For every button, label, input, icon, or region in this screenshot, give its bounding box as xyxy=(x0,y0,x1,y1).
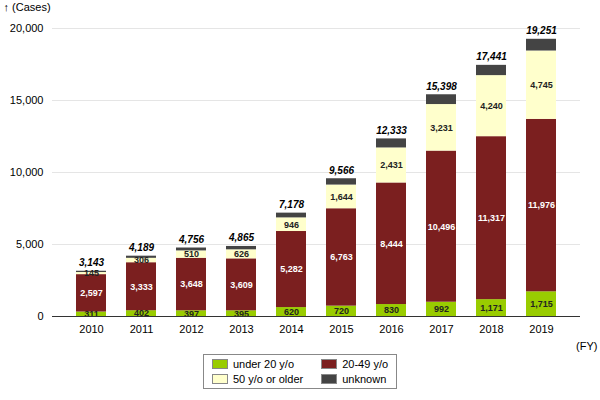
svg-text:992: 992 xyxy=(434,304,449,314)
svg-text:3,333: 3,333 xyxy=(130,282,153,292)
svg-text:626: 626 xyxy=(234,249,249,259)
svg-text:720: 720 xyxy=(334,306,349,316)
svg-text:1,715: 1,715 xyxy=(530,299,553,309)
svg-text:2017: 2017 xyxy=(429,323,453,335)
svg-text:20,000: 20,000 xyxy=(10,22,44,34)
svg-text:4,189: 4,189 xyxy=(128,242,154,253)
svg-text:2014: 2014 xyxy=(279,323,303,335)
svg-text:2011: 2011 xyxy=(130,323,154,335)
svg-text:17,441: 17,441 xyxy=(476,51,507,62)
svg-text:4,240: 4,240 xyxy=(480,101,503,111)
svg-text:11,976: 11,976 xyxy=(528,200,555,210)
svg-text:12,333: 12,333 xyxy=(376,125,407,136)
svg-text:2016: 2016 xyxy=(379,323,403,335)
svg-text:15,398: 15,398 xyxy=(426,81,457,92)
svg-text:397: 397 xyxy=(184,309,199,319)
svg-text:3,231: 3,231 xyxy=(430,123,453,133)
svg-text:4,865: 4,865 xyxy=(228,232,254,243)
svg-text:11,317: 11,317 xyxy=(478,213,505,223)
svg-text:1,171: 1,171 xyxy=(480,303,503,313)
svg-text:8,444: 8,444 xyxy=(380,239,403,249)
svg-text:395: 395 xyxy=(234,309,249,319)
svg-text:145: 145 xyxy=(84,268,99,278)
svg-text:7,178: 7,178 xyxy=(279,199,304,210)
svg-text:2,431: 2,431 xyxy=(380,160,403,170)
svg-text:2012: 2012 xyxy=(179,323,203,335)
svg-text:0: 0 xyxy=(37,310,43,322)
svg-text:620: 620 xyxy=(284,307,299,317)
svg-text:2019: 2019 xyxy=(529,323,553,335)
svg-text:306: 306 xyxy=(134,255,149,265)
svg-text:(FY): (FY) xyxy=(576,340,597,352)
svg-text:946: 946 xyxy=(284,220,299,230)
svg-text:19,251: 19,251 xyxy=(526,25,557,36)
svg-text:↑ (Cases): ↑ (Cases) xyxy=(4,1,51,13)
svg-text:10,000: 10,000 xyxy=(10,166,44,178)
svg-text:2015: 2015 xyxy=(329,323,353,335)
svg-text:9,566: 9,566 xyxy=(329,165,354,176)
svg-text:4,756: 4,756 xyxy=(178,234,204,245)
svg-text:5,000: 5,000 xyxy=(16,238,44,250)
svg-text:2,597: 2,597 xyxy=(80,288,103,298)
svg-text:1,644: 1,644 xyxy=(330,192,353,202)
svg-text:10,496: 10,496 xyxy=(428,222,456,232)
svg-text:5,282: 5,282 xyxy=(280,264,303,274)
svg-text:4,745: 4,745 xyxy=(530,80,553,90)
svg-text:3,609: 3,609 xyxy=(230,280,253,290)
svg-text:3,648: 3,648 xyxy=(180,279,203,289)
svg-text:311: 311 xyxy=(84,309,99,319)
svg-text:830: 830 xyxy=(384,305,399,315)
html-text:under 20 y/o: under 20 y/o xyxy=(232,358,294,370)
svg-text:6,763: 6,763 xyxy=(330,252,353,262)
svg-text:15,000: 15,000 xyxy=(10,94,44,106)
svg-text:402: 402 xyxy=(134,308,149,319)
svg-text:3,143: 3,143 xyxy=(79,257,104,268)
html-text:unknown: unknown xyxy=(342,373,387,385)
html-text:20-49 y/o: 20-49 y/o xyxy=(342,358,389,370)
svg-text:510: 510 xyxy=(184,249,199,259)
svg-text:2018: 2018 xyxy=(479,323,503,335)
svg-text:2010: 2010 xyxy=(79,323,103,335)
html-text:50 y/o or older: 50 y/o or older xyxy=(232,373,304,385)
svg-text:2013: 2013 xyxy=(229,323,253,335)
